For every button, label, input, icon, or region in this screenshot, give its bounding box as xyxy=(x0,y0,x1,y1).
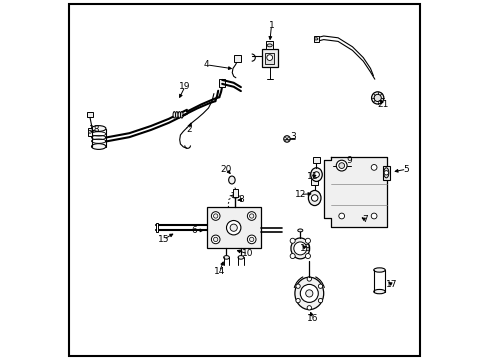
Circle shape xyxy=(318,284,322,288)
Text: 21: 21 xyxy=(377,100,388,109)
Ellipse shape xyxy=(283,136,289,142)
Bar xyxy=(313,36,318,42)
Text: 12: 12 xyxy=(294,190,305,199)
Bar xyxy=(265,41,273,49)
Circle shape xyxy=(289,253,295,258)
Ellipse shape xyxy=(91,144,106,149)
Ellipse shape xyxy=(228,176,235,184)
Circle shape xyxy=(384,171,387,175)
Text: 13: 13 xyxy=(299,244,311,253)
Circle shape xyxy=(338,163,344,168)
Circle shape xyxy=(300,284,318,302)
Bar xyxy=(155,223,158,232)
Text: 17: 17 xyxy=(386,280,397,289)
Circle shape xyxy=(213,214,218,218)
Bar xyxy=(313,157,319,163)
Circle shape xyxy=(338,165,344,170)
Ellipse shape xyxy=(266,55,272,60)
Circle shape xyxy=(289,238,295,243)
Ellipse shape xyxy=(178,112,180,118)
Text: 1: 1 xyxy=(268,21,274,30)
Ellipse shape xyxy=(308,190,320,206)
Ellipse shape xyxy=(371,92,383,104)
Text: 11: 11 xyxy=(306,172,318,181)
Text: 19: 19 xyxy=(179,82,190,91)
Ellipse shape xyxy=(175,112,178,118)
Circle shape xyxy=(338,213,344,219)
Circle shape xyxy=(247,212,256,220)
Text: 14: 14 xyxy=(213,267,224,276)
Ellipse shape xyxy=(297,229,302,232)
Circle shape xyxy=(230,224,237,231)
Text: 6: 6 xyxy=(191,226,197,235)
Bar xyxy=(87,112,92,117)
Ellipse shape xyxy=(383,168,388,178)
Circle shape xyxy=(370,165,376,170)
Circle shape xyxy=(305,253,310,258)
Text: 9: 9 xyxy=(346,156,351,165)
Text: 10: 10 xyxy=(242,249,253,258)
Circle shape xyxy=(305,290,312,297)
Ellipse shape xyxy=(238,256,244,259)
Text: 8: 8 xyxy=(238,195,244,204)
Text: 20: 20 xyxy=(221,165,232,174)
Bar xyxy=(261,49,277,67)
Circle shape xyxy=(211,212,220,220)
Text: 5: 5 xyxy=(403,165,408,174)
Text: 16: 16 xyxy=(306,314,318,323)
Ellipse shape xyxy=(373,94,381,102)
Text: 15: 15 xyxy=(158,235,169,244)
Text: 18: 18 xyxy=(89,125,101,134)
Ellipse shape xyxy=(311,195,317,201)
Circle shape xyxy=(295,298,300,303)
Ellipse shape xyxy=(290,238,309,259)
Bar xyxy=(382,166,389,180)
Circle shape xyxy=(306,277,311,281)
Ellipse shape xyxy=(313,172,319,177)
Ellipse shape xyxy=(314,38,317,40)
Bar xyxy=(265,53,273,64)
Ellipse shape xyxy=(266,44,272,47)
Circle shape xyxy=(336,160,346,171)
Ellipse shape xyxy=(180,112,183,118)
Bar xyxy=(218,79,224,87)
Ellipse shape xyxy=(91,126,106,131)
Circle shape xyxy=(88,130,91,133)
Ellipse shape xyxy=(373,268,385,272)
Bar xyxy=(310,179,318,185)
Ellipse shape xyxy=(231,194,239,198)
Text: 4: 4 xyxy=(203,60,209,69)
Ellipse shape xyxy=(223,256,229,259)
Ellipse shape xyxy=(294,277,323,310)
Circle shape xyxy=(247,235,256,244)
Circle shape xyxy=(306,306,311,310)
Circle shape xyxy=(249,214,253,218)
Text: 2: 2 xyxy=(185,125,191,134)
Circle shape xyxy=(249,237,253,242)
Ellipse shape xyxy=(310,168,322,181)
Bar xyxy=(206,207,260,248)
Circle shape xyxy=(318,298,322,303)
Circle shape xyxy=(295,284,300,288)
Ellipse shape xyxy=(173,112,175,118)
Bar xyxy=(88,128,92,136)
Circle shape xyxy=(211,235,220,244)
Bar xyxy=(232,189,238,197)
Polygon shape xyxy=(323,157,386,227)
Ellipse shape xyxy=(373,289,385,294)
Bar xyxy=(233,55,241,62)
Circle shape xyxy=(305,238,310,243)
Text: 7: 7 xyxy=(362,215,367,224)
Circle shape xyxy=(213,237,218,242)
Circle shape xyxy=(226,220,241,235)
Text: 3: 3 xyxy=(290,132,295,141)
Circle shape xyxy=(370,213,376,219)
Circle shape xyxy=(293,242,306,255)
